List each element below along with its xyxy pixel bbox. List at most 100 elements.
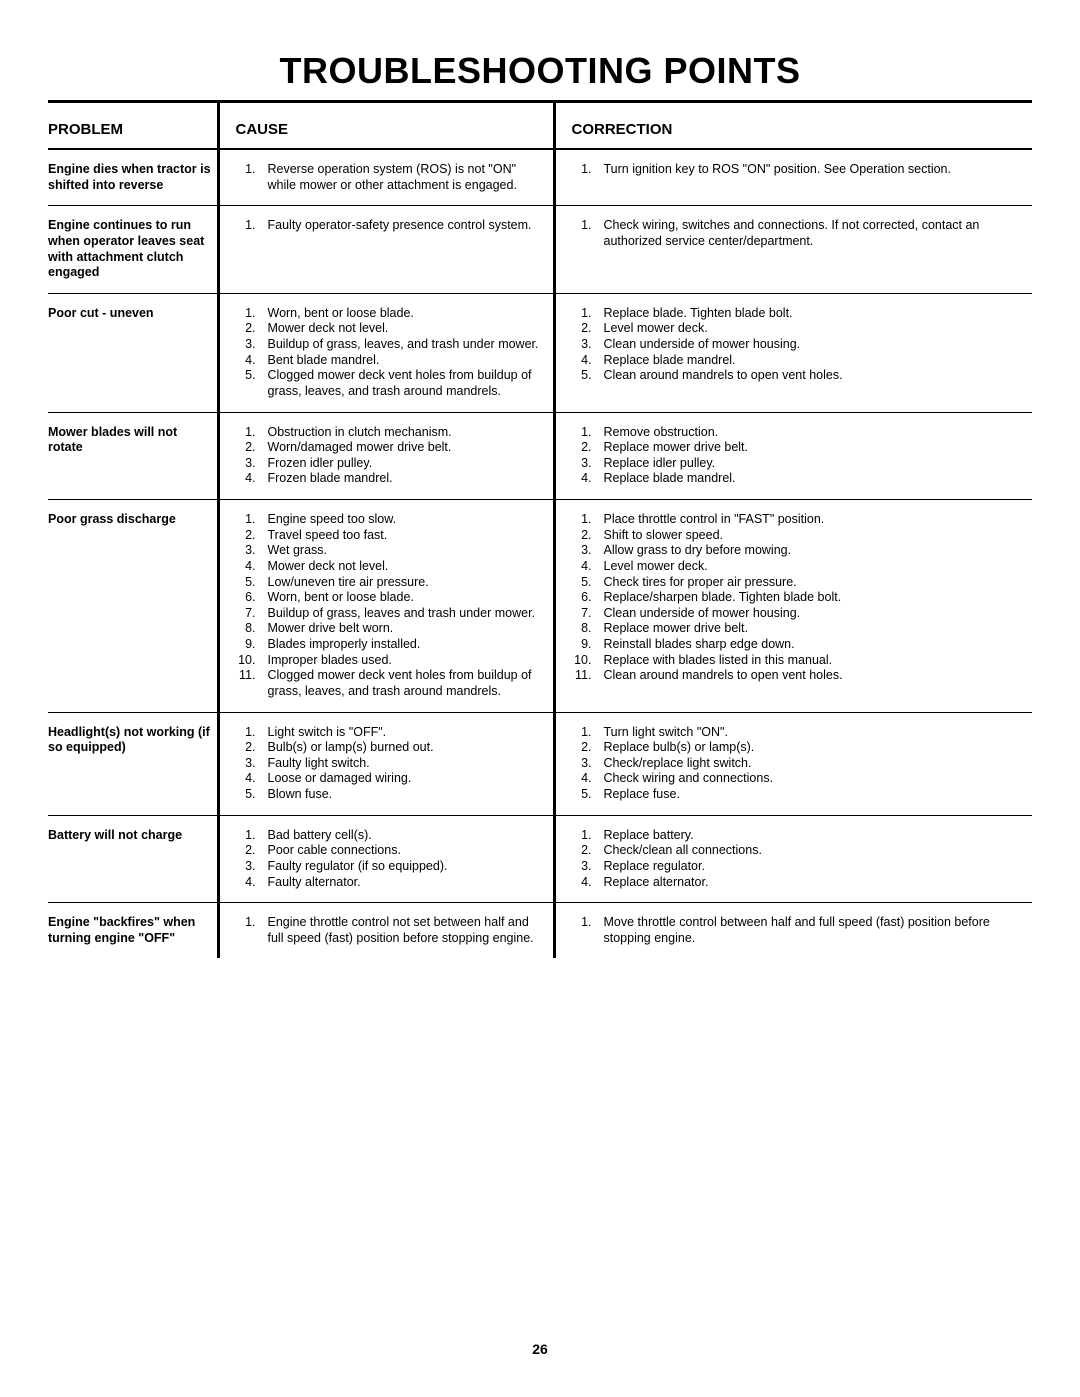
list-item: 3.Frozen idler pulley. (236, 456, 545, 472)
list-text: Faulty operator-safety presence control … (260, 218, 545, 234)
list-number: 11. (236, 668, 260, 699)
list-item: 7.Buildup of grass, leaves and trash und… (236, 606, 545, 622)
list-item: 5.Clogged mower deck vent holes from bui… (236, 368, 545, 399)
problem-cell: Engine continues to run when operator le… (48, 206, 218, 294)
list-text: Clean around mandrels to open vent holes… (596, 368, 1025, 384)
list-item: 4.Check wiring and connections. (572, 771, 1025, 787)
cause-cell: 1.Reverse operation system (ROS) is not … (218, 149, 554, 206)
list-number: 1. (572, 425, 596, 441)
list-text: Check wiring, switches and connections. … (596, 218, 1025, 249)
correction-cell: 1.Turn ignition key to ROS "ON" position… (554, 149, 1032, 206)
list-number: 3. (572, 337, 596, 353)
list-item: 1.Reverse operation system (ROS) is not … (236, 162, 545, 193)
list-text: Light switch is "OFF". (260, 725, 545, 741)
list-number: 2. (572, 740, 596, 756)
list-item: 1.Faulty operator-safety presence contro… (236, 218, 545, 234)
list-number: 7. (572, 606, 596, 622)
list-number: 1. (572, 162, 596, 178)
list-text: Faulty regulator (if so equipped). (260, 859, 545, 875)
list-number: 5. (236, 787, 260, 803)
numbered-list: 1.Check wiring, switches and connections… (572, 218, 1025, 249)
list-item: 2.Worn/damaged mower drive belt. (236, 440, 545, 456)
problem-cell: Poor grass discharge (48, 500, 218, 713)
correction-cell: 1.Remove obstruction.2.Replace mower dri… (554, 412, 1032, 500)
list-number: 5. (236, 368, 260, 399)
list-text: Clean underside of mower housing. (596, 606, 1025, 622)
list-number: 5. (236, 575, 260, 591)
list-text: Replace blade. Tighten blade bolt. (596, 306, 1025, 322)
list-number: 4. (572, 471, 596, 487)
list-item: 3.Clean underside of mower housing. (572, 337, 1025, 353)
list-text: Mower deck not level. (260, 559, 545, 575)
list-text: Bent blade mandrel. (260, 353, 545, 369)
list-text: Loose or damaged wiring. (260, 771, 545, 787)
list-text: Replace mower drive belt. (596, 440, 1025, 456)
list-item: 3.Wet grass. (236, 543, 545, 559)
troubleshooting-table: PROBLEM CAUSE CORRECTION Engine dies whe… (48, 103, 1032, 958)
table-header-row: PROBLEM CAUSE CORRECTION (48, 103, 1032, 149)
list-number: 7. (236, 606, 260, 622)
numbered-list: 1.Obstruction in clutch mechanism.2.Worn… (236, 425, 545, 488)
list-item: 4.Replace alternator. (572, 875, 1025, 891)
list-item: 3.Allow grass to dry before mowing. (572, 543, 1025, 559)
list-text: Improper blades used. (260, 653, 545, 669)
list-item: 1.Replace blade. Tighten blade bolt. (572, 306, 1025, 322)
list-number: 3. (236, 456, 260, 472)
list-item: 1.Move throttle control between half and… (572, 915, 1025, 946)
numbered-list: 1.Reverse operation system (ROS) is not … (236, 162, 545, 193)
header-correction: CORRECTION (554, 103, 1032, 149)
list-number: 4. (236, 471, 260, 487)
list-text: Replace with blades listed in this manua… (596, 653, 1025, 669)
numbered-list: 1.Engine speed too slow.2.Travel speed t… (236, 512, 545, 700)
list-number: 4. (572, 771, 596, 787)
problem-cell: Battery will not charge (48, 815, 218, 903)
list-text: Allow grass to dry before mowing. (596, 543, 1025, 559)
list-number: 9. (236, 637, 260, 653)
numbered-list: 1.Turn light switch "ON".2.Replace bulb(… (572, 725, 1025, 803)
list-number: 5. (572, 787, 596, 803)
list-text: Replace idler pulley. (596, 456, 1025, 472)
list-number: 6. (236, 590, 260, 606)
list-number: 3. (572, 859, 596, 875)
list-text: Check/clean all connections. (596, 843, 1025, 859)
list-item: 1.Place throttle control in "FAST" posit… (572, 512, 1025, 528)
list-text: Level mower deck. (596, 559, 1025, 575)
list-text: Replace battery. (596, 828, 1025, 844)
list-item: 5.Replace fuse. (572, 787, 1025, 803)
correction-cell: 1.Move throttle control between half and… (554, 903, 1032, 959)
list-number: 1. (236, 512, 260, 528)
header-problem: PROBLEM (48, 103, 218, 149)
list-item: 6.Replace/sharpen blade. Tighten blade b… (572, 590, 1025, 606)
list-text: Frozen idler pulley. (260, 456, 545, 472)
list-number: 2. (236, 740, 260, 756)
list-text: Worn/damaged mower drive belt. (260, 440, 545, 456)
list-item: 2.Poor cable connections. (236, 843, 545, 859)
list-item: 1.Remove obstruction. (572, 425, 1025, 441)
list-item: 1.Bad battery cell(s). (236, 828, 545, 844)
list-text: Replace regulator. (596, 859, 1025, 875)
list-text: Reverse operation system (ROS) is not "O… (260, 162, 545, 193)
list-text: Engine speed too slow. (260, 512, 545, 528)
list-item: 5.Blown fuse. (236, 787, 545, 803)
list-item: 1.Light switch is "OFF". (236, 725, 545, 741)
list-number: 4. (236, 771, 260, 787)
list-item: 4.Mower deck not level. (236, 559, 545, 575)
table-row: Engine "backfires" when turning engine "… (48, 903, 1032, 959)
list-text: Wet grass. (260, 543, 545, 559)
list-item: 9.Reinstall blades sharp edge down. (572, 637, 1025, 653)
list-number: 9. (572, 637, 596, 653)
list-text: Level mower deck. (596, 321, 1025, 337)
numbered-list: 1.Replace blade. Tighten blade bolt.2.Le… (572, 306, 1025, 384)
list-text: Bulb(s) or lamp(s) burned out. (260, 740, 545, 756)
problem-cell: Mower blades will not rotate (48, 412, 218, 500)
list-text: Place throttle control in "FAST" positio… (596, 512, 1025, 528)
numbered-list: 1.Remove obstruction.2.Replace mower dri… (572, 425, 1025, 488)
list-number: 4. (236, 559, 260, 575)
list-text: Turn ignition key to ROS "ON" position. … (596, 162, 1025, 178)
list-text: Check wiring and connections. (596, 771, 1025, 787)
list-text: Replace/sharpen blade. Tighten blade bol… (596, 590, 1025, 606)
numbered-list: 1.Faulty operator-safety presence contro… (236, 218, 545, 234)
problem-cell: Poor cut - uneven (48, 293, 218, 412)
numbered-list: 1.Engine throttle control not set betwee… (236, 915, 545, 946)
list-item: 4.Faulty alternator. (236, 875, 545, 891)
